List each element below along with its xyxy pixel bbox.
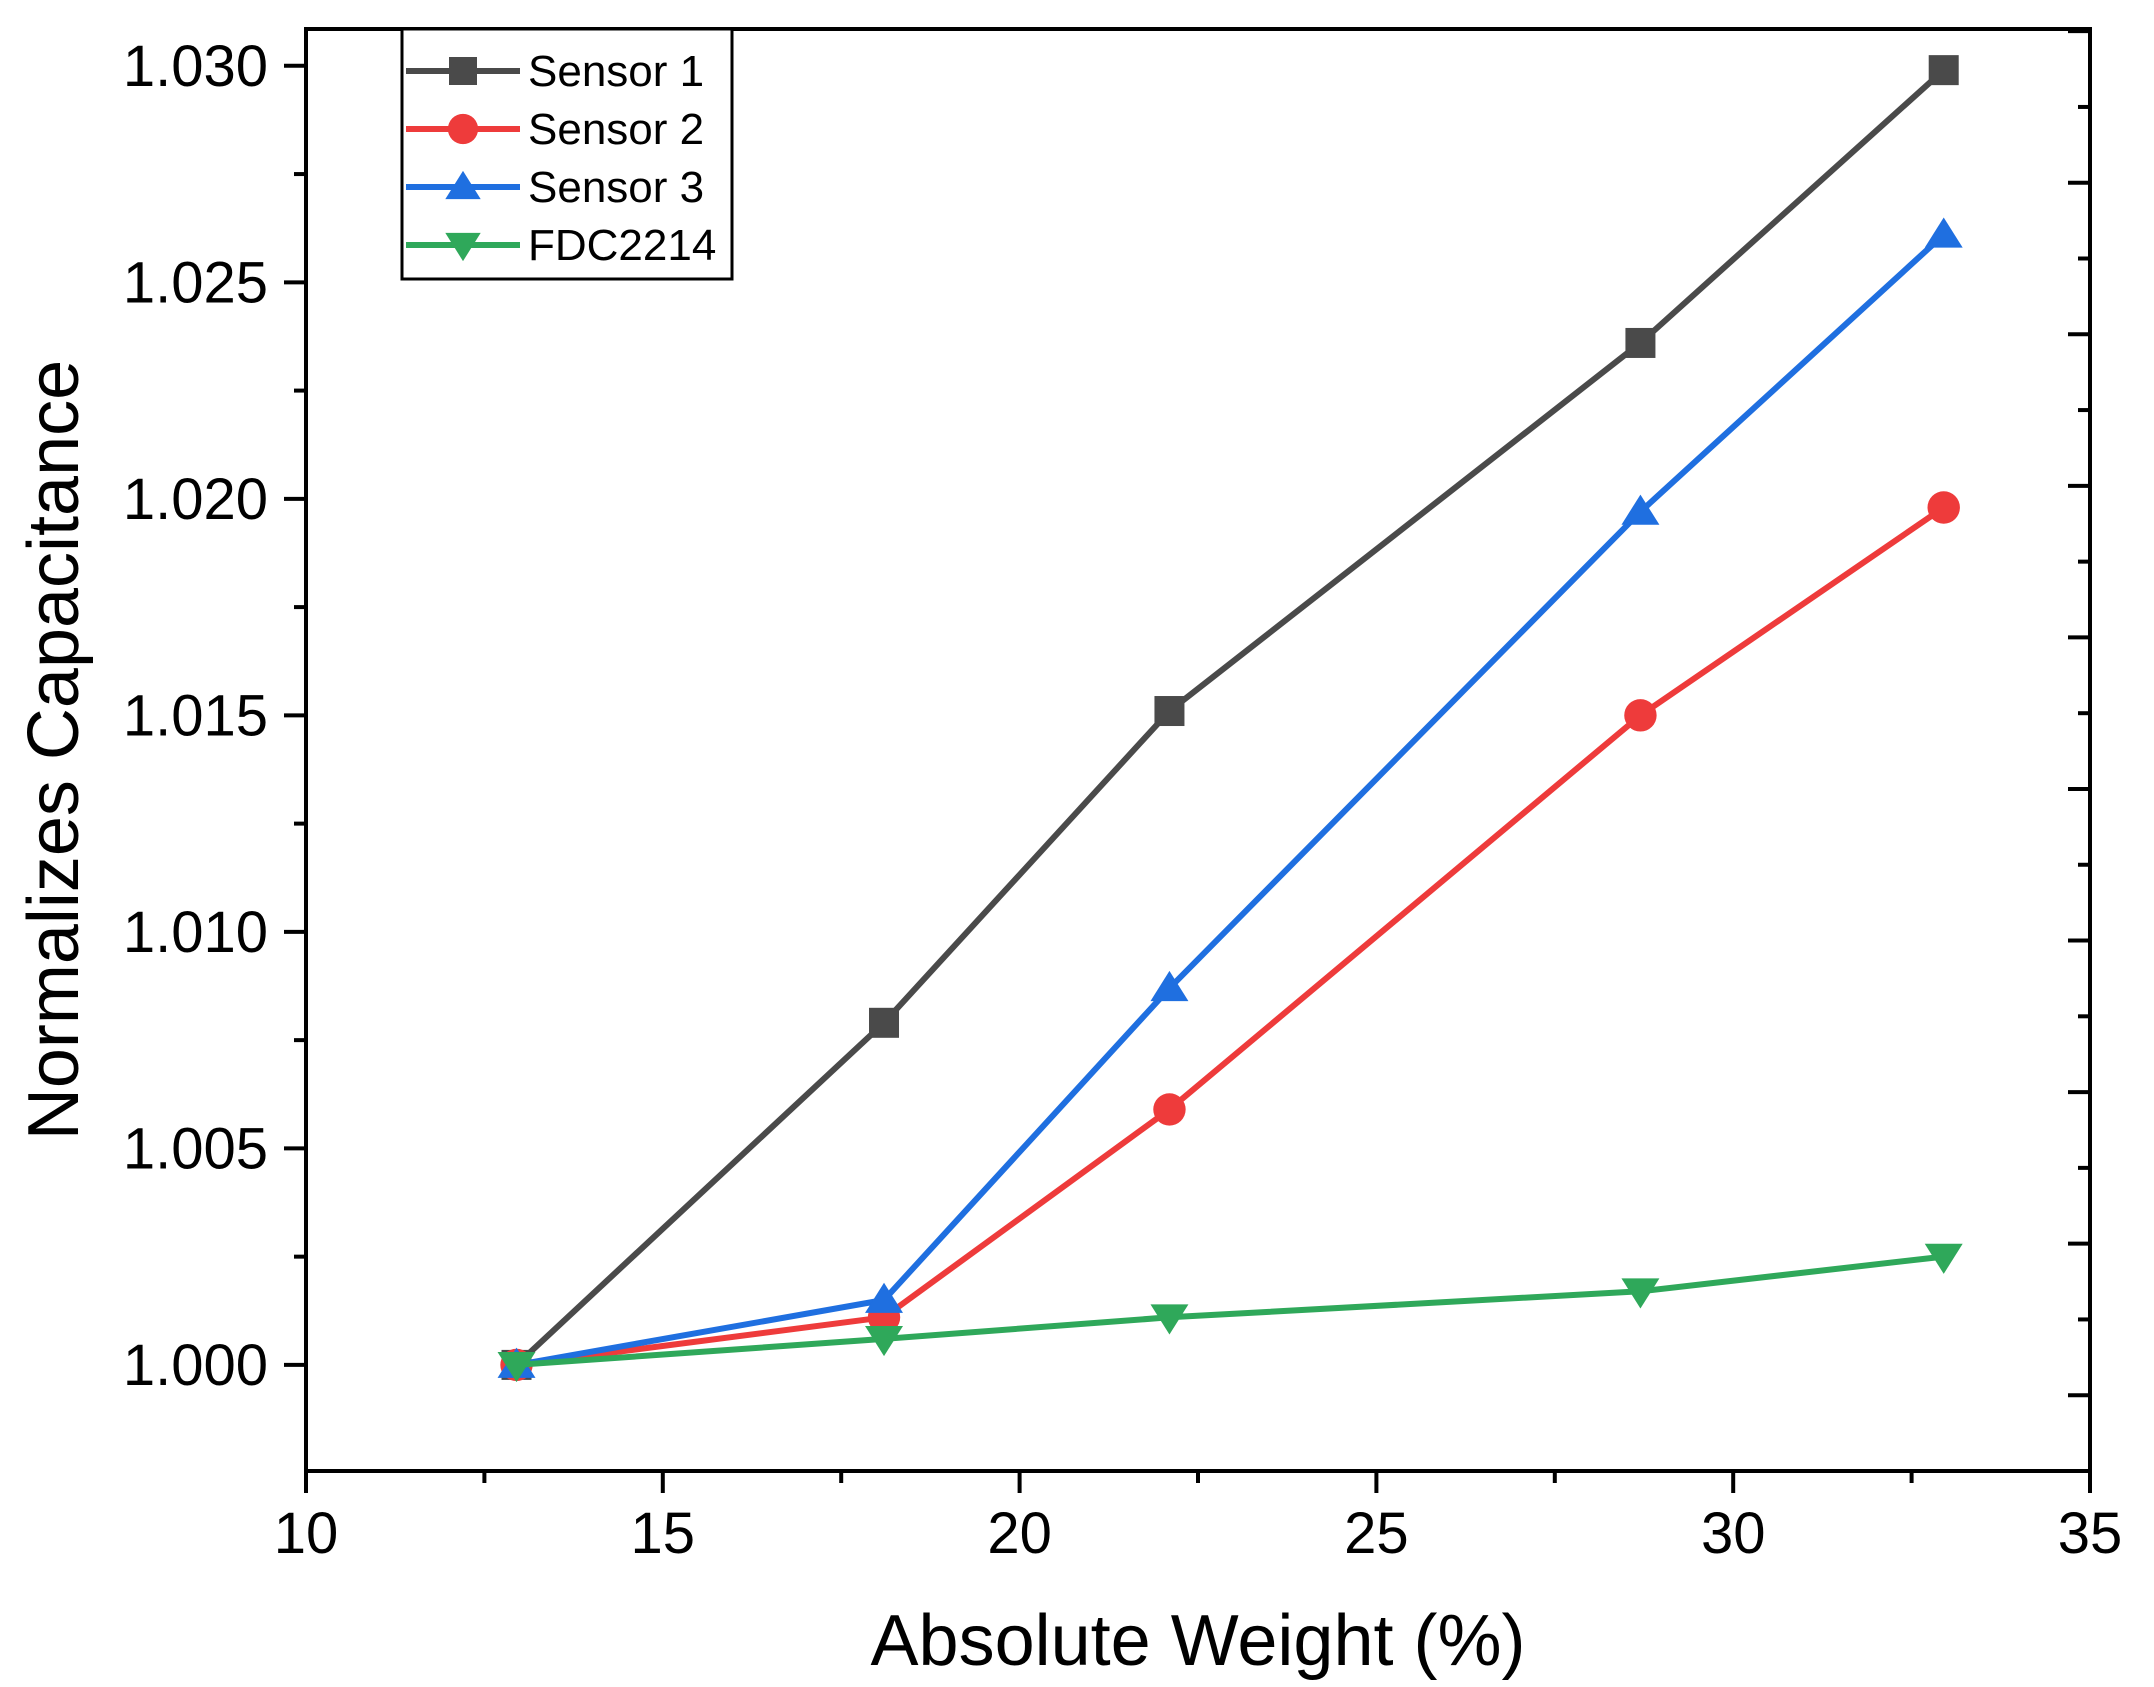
x-tick-label: 35 — [2058, 1501, 2123, 1566]
legend-marker — [445, 232, 481, 262]
data-point-sensor-3 — [1150, 970, 1189, 1002]
x-tick-label: 10 — [274, 1501, 339, 1566]
legend-label: Sensor 1 — [528, 47, 704, 96]
legend-marker — [445, 170, 481, 200]
data-point-sensor-3 — [865, 1282, 903, 1313]
data-point-fdc2214 — [497, 1351, 536, 1383]
y-tick-label: 1.000 — [123, 1333, 268, 1398]
y-tick-label: 1.005 — [123, 1116, 268, 1181]
series-line-sensor-3 — [515, 232, 1946, 1368]
data-point-sensor-2 — [1153, 1093, 1186, 1126]
y-axis-title: Normalizes Capacitance — [14, 360, 94, 1140]
series-line-fdc2214 — [516, 1253, 1945, 1368]
data-point-fdc2214 — [1924, 1243, 1963, 1274]
data-point-sensor-3 — [1924, 217, 1963, 248]
legend-label: FDC2214 — [528, 221, 716, 270]
x-tick-label: 15 — [631, 1501, 696, 1566]
y-tick-label: 1.020 — [123, 467, 268, 532]
legend: Sensor 1 Sensor 2 Sensor 3 FDC2214 — [400, 27, 734, 281]
data-point-sensor-1 — [1154, 696, 1185, 727]
data-point-sensor-1 — [1928, 55, 1959, 86]
x-tick-label: 30 — [1701, 1501, 1766, 1566]
legend-label: Sensor 2 — [528, 105, 704, 154]
legend-marker — [447, 113, 479, 145]
y-tick-label: 1.030 — [123, 34, 268, 99]
plot-frame — [304, 27, 2092, 1473]
data-point-fdc2214 — [865, 1325, 903, 1357]
data-point-sensor-3 — [1621, 494, 1660, 525]
legend-marker — [449, 57, 477, 85]
y-tick-label: 1.010 — [123, 900, 268, 965]
x-axis-title: Absolute Weight (%) — [871, 1601, 1526, 1681]
x-tick-label: 25 — [1344, 1501, 1409, 1566]
series-line-sensor-2 — [516, 505, 1946, 1368]
data-point-sensor-2 — [1927, 491, 1960, 524]
tick-labels: 10 15 20 25 30 35 1.000 1.005 1.010 1.015 1.020 1.0… — [123, 34, 2122, 1566]
data-point-fdc2214 — [1621, 1278, 1660, 1309]
legend-label: Sensor 3 — [528, 163, 704, 212]
data-point-sensor-1 — [1625, 327, 1656, 358]
data-point-fdc2214 — [1150, 1304, 1189, 1335]
y-tick-label: 1.025 — [123, 250, 268, 315]
data-point-sensor-2 — [1624, 699, 1657, 732]
data-point-sensor-1 — [869, 1007, 900, 1038]
x-tick-label: 20 — [987, 1501, 1052, 1566]
y-tick-label: 1.015 — [123, 683, 268, 748]
series-layer — [497, 55, 1963, 1383]
